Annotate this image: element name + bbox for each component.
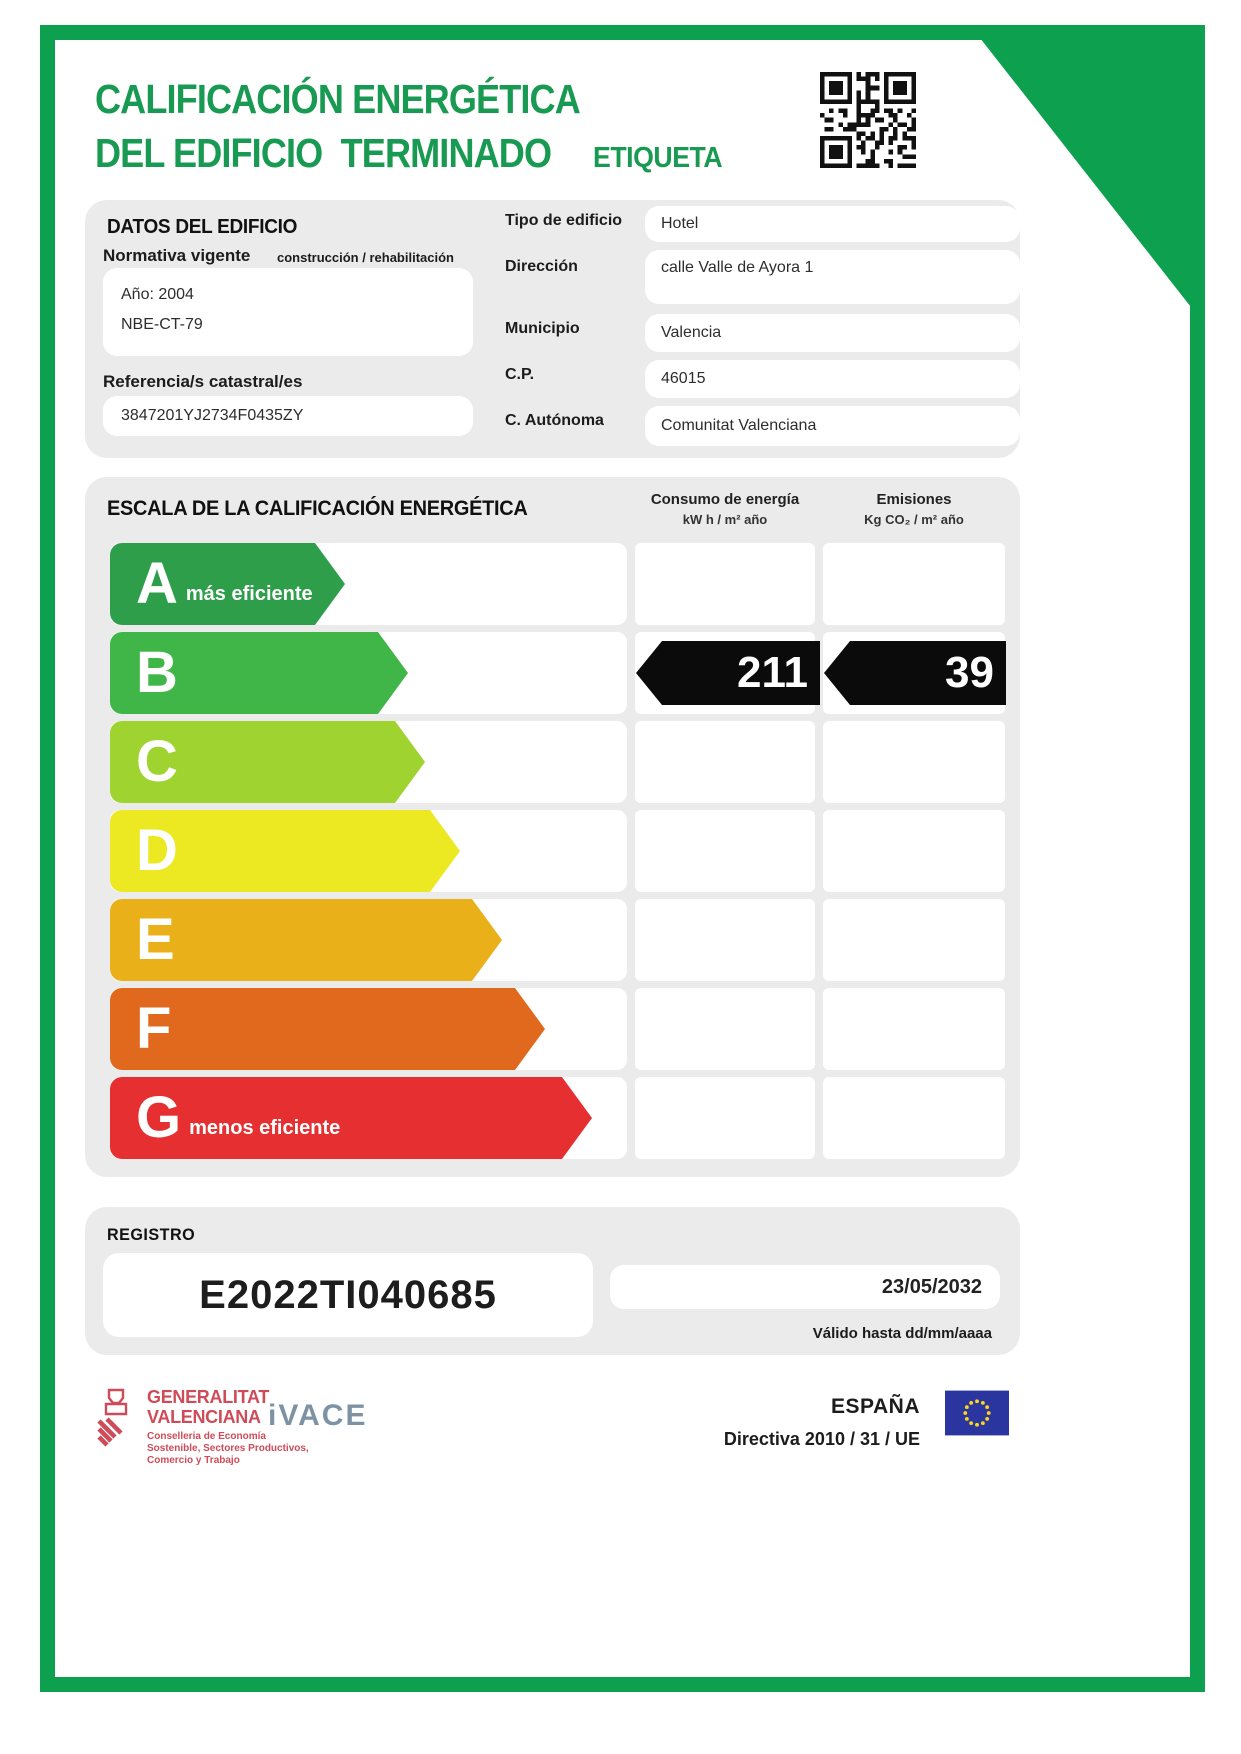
gva-dept-line2: Sostenible, Sectores Productivos, <box>147 1443 309 1454</box>
eu-directive-label: Directiva 2010 / 31 / UE <box>723 1429 920 1449</box>
building-data-section: DATOS DEL EDIFICIO Normativa vigente con… <box>85 200 1020 458</box>
emissions-cell-e <box>823 899 1005 981</box>
emissions-cell-c <box>823 721 1005 803</box>
eu-flag-icon <box>945 1390 1009 1436</box>
title-etiqueta: ETIQUETA <box>593 142 723 174</box>
rating-arrow-f: F <box>110 988 545 1070</box>
scale-row-c: C <box>110 721 1005 803</box>
consumption-cell-f <box>635 988 815 1070</box>
autonoma-value: Comunitat Valenciana <box>645 406 1020 446</box>
title-line2: DEL EDIFICIO TERMINADO <box>95 130 552 176</box>
registry-code: E2022TI040685 <box>103 1253 593 1337</box>
gva-name-line1: GENERALITAT <box>147 1387 270 1407</box>
consumption-value-arrow: 211 <box>636 641 820 705</box>
scale-row-b: B 211 39 <box>110 632 1006 714</box>
gva-name-line2: VALENCIANA <box>147 1407 261 1427</box>
rating-arrow-e: E <box>110 899 502 981</box>
scale-row-f: F <box>110 988 1005 1070</box>
emissions-cell-a <box>823 543 1005 625</box>
scale-row-g: G menos eficiente <box>110 1077 1005 1159</box>
consumption-cell-d <box>635 810 815 892</box>
emissions-header: Emisiones Kg CO₂ / m² año <box>823 491 1005 527</box>
consumption-cell-c <box>635 721 815 803</box>
registry-section-title: REGISTRO <box>107 1225 196 1244</box>
municipio-label: Municipio <box>505 320 580 337</box>
direccion-value: calle Valle de Ayora 1 <box>645 250 1020 304</box>
normativa-code: NBE-CT-79 <box>121 316 203 333</box>
normativa-value-box: Año: 2004 NBE-CT-79 <box>103 268 473 356</box>
footer: GENERALITAT VALENCIANA Conselleria de Ec… <box>90 1385 1150 1495</box>
consumption-cell-e <box>635 899 815 981</box>
consumption-header: Consumo de energía kW h / m² año <box>635 491 815 527</box>
municipio-value: Valencia <box>645 314 1020 352</box>
rating-arrow-c: C <box>110 721 425 803</box>
title-line1: CALIFICACIÓN ENERGÉTICA <box>95 76 581 122</box>
scale-rows: A más eficiente B 211 39 C <box>110 543 1006 1166</box>
catastral-label: Referencia/s catastral/es <box>103 372 303 391</box>
building-section-title: DATOS DEL EDIFICIO <box>107 216 298 238</box>
registry-section: REGISTRO E2022TI040685 23/05/2032 Válido… <box>85 1207 1020 1355</box>
scale-row-d: D <box>110 810 1005 892</box>
consumption-units: kW h / m² año <box>682 512 768 527</box>
page-title: CALIFICACIÓN ENERGÉTICA DEL EDIFICIO TER… <box>95 76 734 177</box>
normativa-sublabel: construcción / rehabilitación <box>277 250 454 265</box>
gva-dept-line1: Conselleria de Economía <box>147 1431 266 1442</box>
spain-block: ESPAÑA Directiva 2010 / 31 / UE <box>520 1395 920 1450</box>
rating-arrow-a: A más eficiente <box>110 543 345 625</box>
country-label: ESPAÑA <box>831 1395 920 1418</box>
gva-dept-line3: Comercio y Trabajo <box>147 1455 240 1466</box>
scale-row-e: E <box>110 899 1005 981</box>
cp-value: 46015 <box>645 360 1020 398</box>
consumption-cell-g <box>635 1077 815 1159</box>
green-frame <box>40 25 1205 1692</box>
scale-section-title: ESCALA DE LA CALIFICACIÓN ENERGÉTICA <box>107 497 528 520</box>
emissions-cell-f <box>823 988 1005 1070</box>
rating-arrow-b: B <box>110 632 408 714</box>
direccion-label: Dirección <box>505 258 578 275</box>
emissions-value-arrow: 39 <box>824 641 1006 705</box>
energy-scale-section: ESCALA DE LA CALIFICACIÓN ENERGÉTICA Con… <box>85 477 1020 1177</box>
emissions-units: Kg CO₂ / m² año <box>864 512 964 527</box>
catastral-value: 3847201YJ2734F0435ZY <box>103 396 473 436</box>
most-efficient-note: más eficiente <box>185 582 313 605</box>
tipo-label: Tipo de edificio <box>505 212 623 229</box>
rating-arrow-g: G menos eficiente <box>110 1077 592 1159</box>
valid-until-date: 23/05/2032 <box>610 1265 1000 1309</box>
least-efficient-note: menos eficiente <box>189 1116 341 1139</box>
scale-row-a: A más eficiente <box>110 543 1005 625</box>
qr-code <box>820 72 916 168</box>
normativa-year: Año: 2004 <box>121 286 194 303</box>
gva-emblem-icon <box>97 1388 128 1447</box>
ivace-logo: iVACE <box>268 1399 368 1432</box>
tipo-value: Hotel <box>645 206 1020 242</box>
consumption-cell-a <box>635 543 815 625</box>
rating-arrow-d: D <box>110 810 460 892</box>
emissions-cell-d <box>823 810 1005 892</box>
valid-until-label: Válido hasta dd/mm/aaaa <box>812 1325 992 1342</box>
emissions-cell-g <box>823 1077 1005 1159</box>
generalitat-valenciana-logo: GENERALITAT VALENCIANA Conselleria de Ec… <box>95 1387 309 1467</box>
cp-label: C.P. <box>505 366 535 383</box>
normativa-label: Normativa vigente <box>103 246 251 265</box>
autonoma-label: C. Autónoma <box>505 412 604 429</box>
